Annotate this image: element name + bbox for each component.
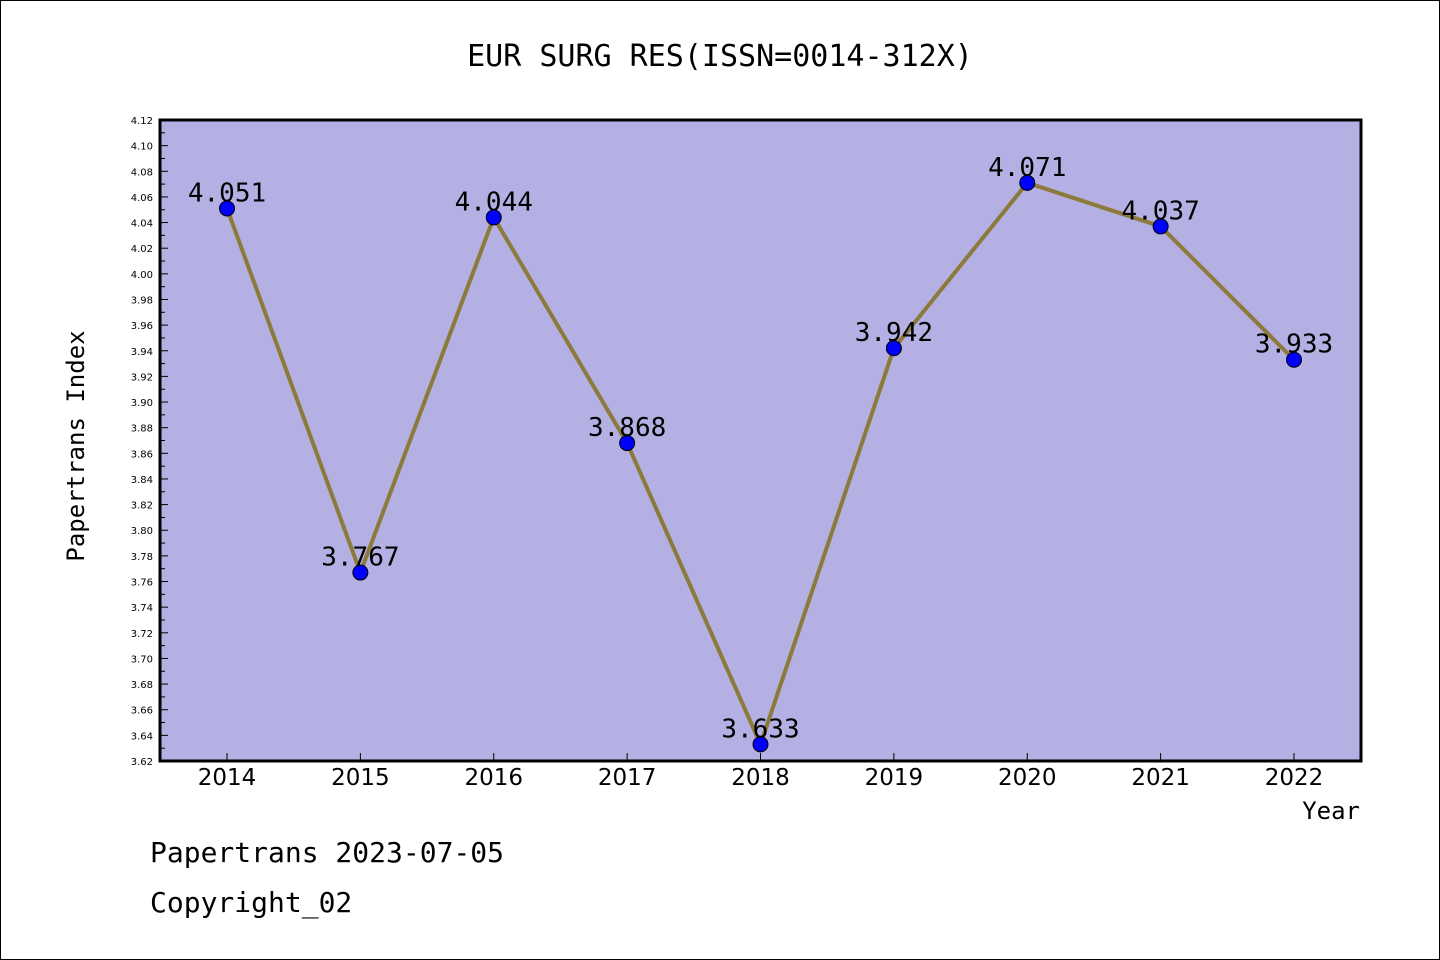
y-tick-label: 3.72: [131, 629, 153, 640]
x-tick-label: 2014: [198, 765, 257, 791]
data-label: 3.933: [1255, 330, 1333, 360]
chart-title: EUR SURG RES(ISSN=0014-312X): [467, 39, 973, 74]
y-tick-label: 3.76: [131, 578, 153, 589]
x-tick-label: 2021: [1131, 765, 1190, 791]
data-label: 4.051: [188, 178, 266, 208]
data-point: [619, 435, 636, 452]
x-tick-label: 2018: [731, 765, 790, 791]
y-tick-label: 3.82: [131, 501, 153, 512]
data-point: [885, 340, 902, 357]
y-tick-label: 3.96: [131, 321, 153, 332]
y-tick-label: 4.00: [131, 270, 153, 281]
data-label: 3.868: [588, 413, 666, 443]
y-tick-label: 3.62: [131, 757, 153, 768]
data-label: 3.767: [321, 543, 399, 573]
y-tick-label: 3.70: [131, 654, 153, 665]
y-tick-label: 4.04: [131, 219, 153, 230]
x-tick-label: 2017: [598, 765, 657, 791]
y-tick-label: 3.74: [131, 603, 153, 614]
data-point: [485, 209, 502, 226]
y-tick-label: 3.88: [131, 424, 153, 435]
y-tick-label: 3.68: [131, 680, 153, 691]
y-tick-label: 4.08: [131, 167, 153, 178]
footer-copyright-text: Copyright_02: [150, 886, 353, 919]
y-tick-label: 3.98: [131, 295, 153, 306]
y-tick-label: 3.80: [131, 526, 153, 537]
y-tick-label: 4.02: [131, 244, 153, 255]
footer-date-text: Papertrans 2023-07-05: [150, 836, 505, 869]
y-axis: 3.62 3.64 3.66 3.68 3.70 3.72 3.74 3.76 3.78 3.80…: [131, 116, 168, 768]
data-point: [352, 564, 369, 581]
data-point: [1019, 174, 1036, 191]
y-tick-label: 4.10: [131, 142, 153, 153]
x-tick-label: 2016: [464, 765, 523, 791]
y-tick-label: 4.12: [131, 116, 153, 127]
data-label: 4.037: [1121, 196, 1199, 226]
x-tick-label: 2020: [998, 765, 1057, 791]
y-tick-label: 4.06: [131, 193, 153, 204]
x-tick-label: 2019: [865, 765, 924, 791]
data-label: 3.633: [721, 714, 799, 744]
y-tick-label: 3.90: [131, 398, 153, 409]
data-label: 4.071: [988, 153, 1066, 183]
y-tick-label: 3.94: [131, 347, 153, 358]
data-label: 4.044: [455, 187, 533, 217]
data-point: [1286, 351, 1302, 368]
x-tick-label: 2015: [331, 765, 390, 791]
y-axis-label: Papertrans Index: [62, 330, 90, 561]
y-tick-label: 3.84: [131, 475, 153, 486]
y-tick-label: 3.92: [131, 372, 153, 383]
data-point: [752, 736, 769, 753]
x-tick-label: 2022: [1265, 765, 1324, 791]
y-tick-label: 3.86: [131, 449, 153, 460]
data-label: 3.942: [855, 318, 933, 348]
markers-group: [219, 174, 1302, 753]
x-axis-label: Year: [1302, 797, 1360, 825]
data-point: [1152, 218, 1169, 235]
y-tick-label: 3.66: [131, 706, 153, 717]
x-axis: 2014 2015 2016 2017 2018 2019 2020 2021 2022: [198, 753, 1324, 791]
y-tick-label: 3.64: [131, 731, 153, 742]
data-point: [219, 200, 235, 217]
y-tick-label: 3.78: [131, 552, 153, 563]
data-labels-group: 4.051 3.767 4.044 3.868 3.633 3.942 4.071 4.037…: [188, 153, 1333, 745]
